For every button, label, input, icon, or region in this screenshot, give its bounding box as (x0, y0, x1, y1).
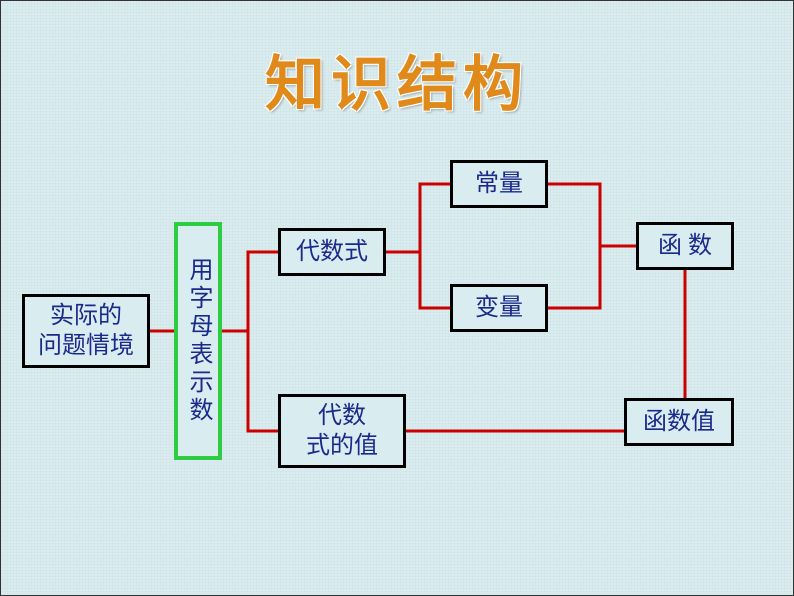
node-func: 函 数 (636, 222, 734, 270)
node-constant: 常量 (450, 160, 548, 208)
node-algexpr-label: 代数式 (296, 237, 368, 267)
node-constant-label: 常量 (475, 169, 523, 199)
edge-algexpr-constant (386, 184, 450, 252)
edge-variable-func (548, 246, 636, 308)
edge-letters-algexpr (222, 252, 278, 331)
edge-constant-func (548, 184, 636, 246)
node-funcval: 函数值 (624, 398, 734, 446)
node-algval-label: 代数 式的值 (306, 401, 378, 461)
node-algval: 代数 式的值 (278, 394, 406, 468)
node-variable: 变量 (450, 284, 548, 332)
node-problem-label: 实际的 问题情境 (38, 301, 134, 361)
node-funcval-label: 函数值 (643, 407, 715, 437)
node-algexpr: 代数式 (278, 228, 386, 276)
node-variable-label: 变量 (475, 293, 523, 323)
edge-algexpr-variable (386, 252, 450, 308)
node-letters: 用字母表示数 (174, 222, 222, 460)
node-letters-label: 用字母表示数 (183, 257, 213, 425)
node-problem: 实际的 问题情境 (22, 294, 150, 368)
edge-letters-algval (222, 331, 278, 431)
node-func-label: 函 数 (658, 231, 712, 261)
